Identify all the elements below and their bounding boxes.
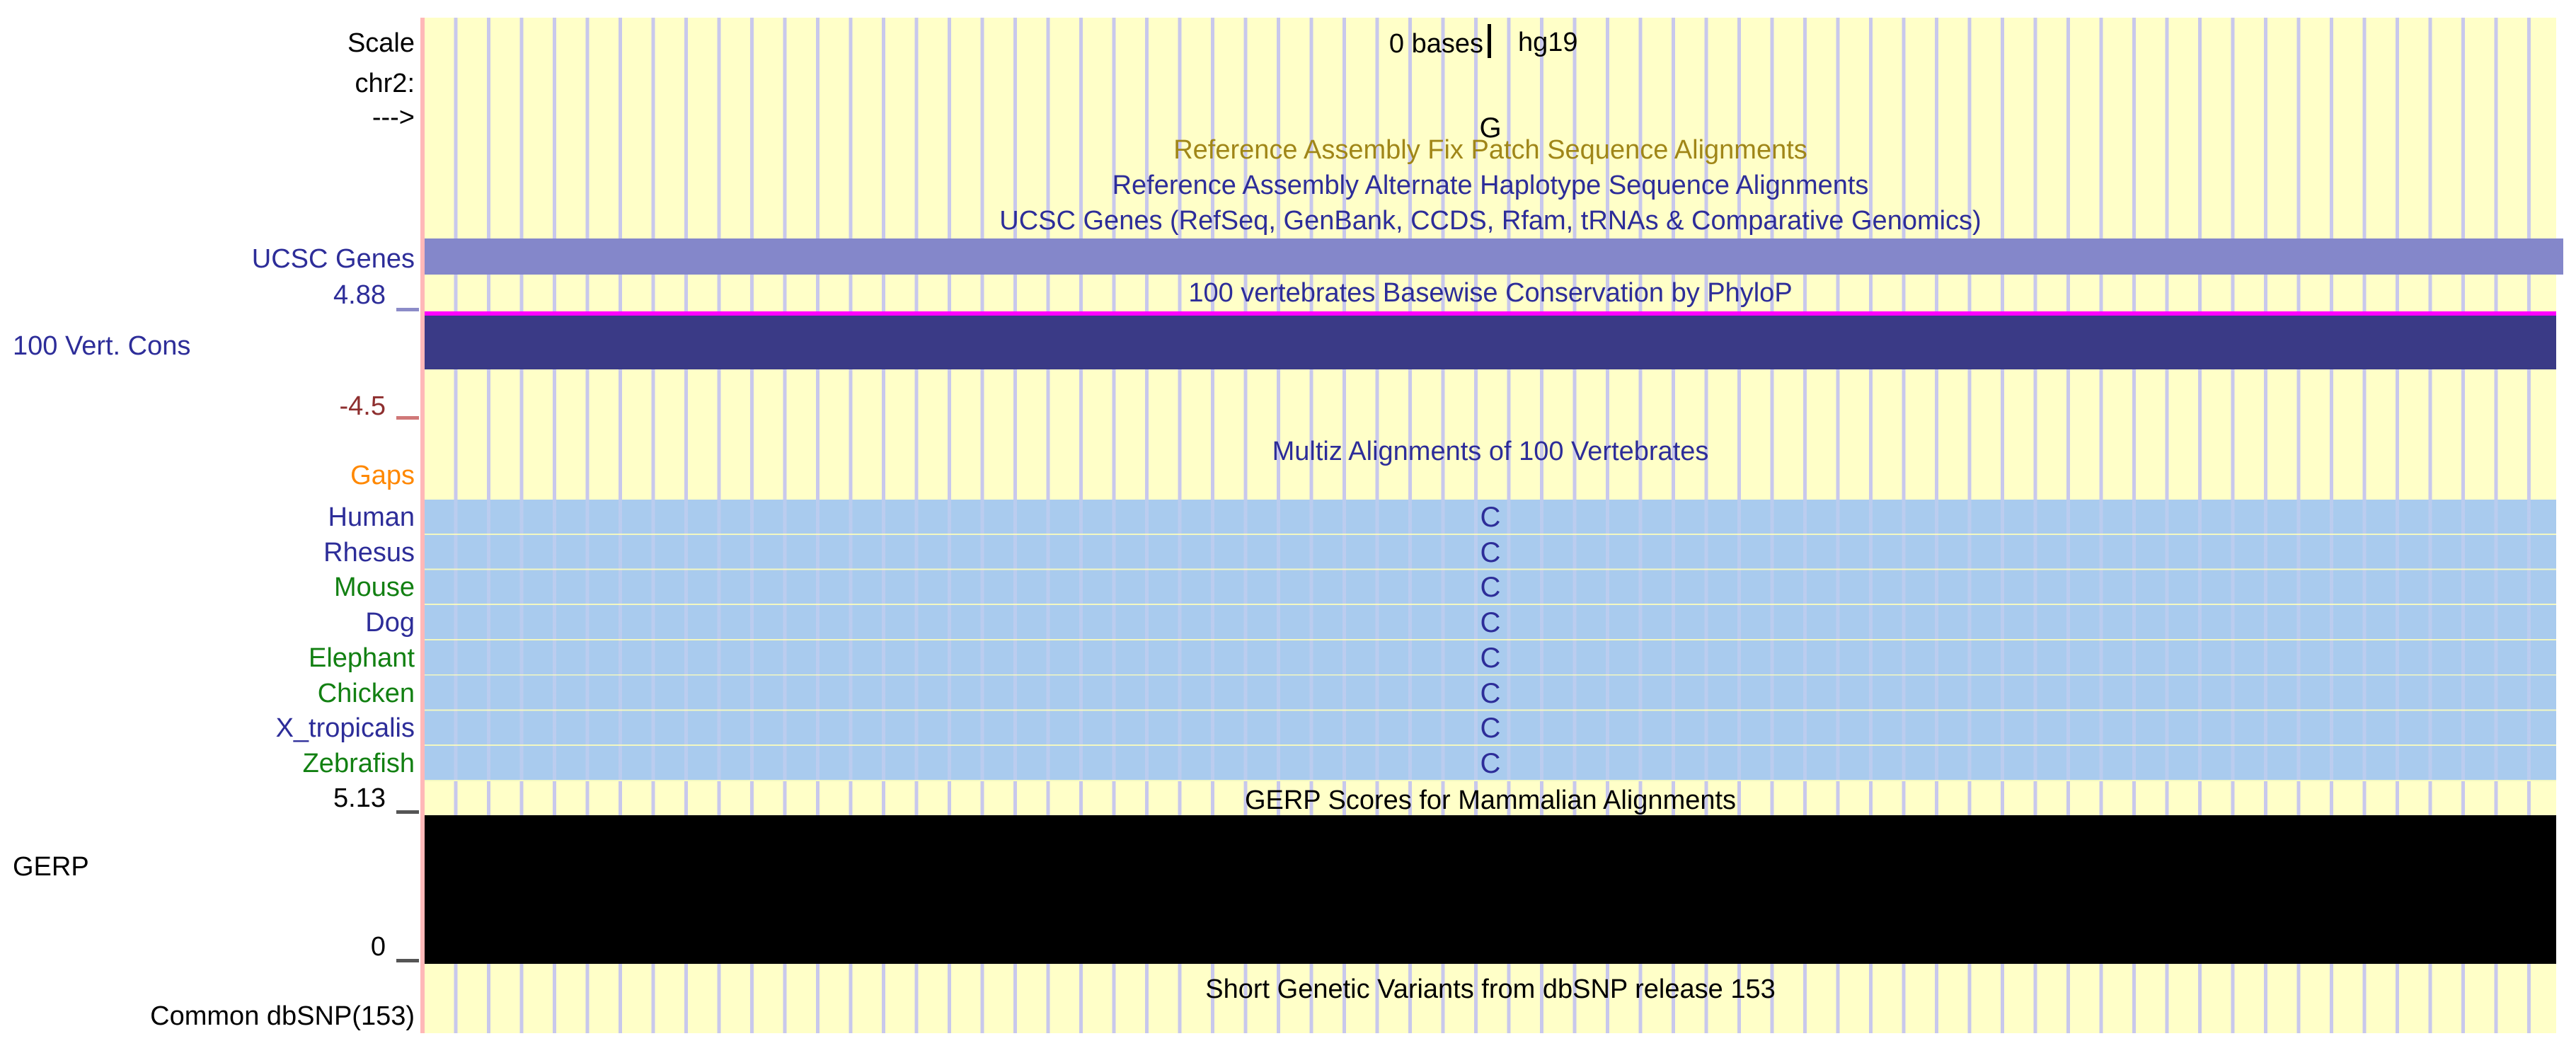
title-fix-patch[interactable]: Reference Assembly Fix Patch Sequence Al… — [1173, 135, 1807, 165]
phylop-max-tick — [396, 308, 419, 311]
scale-value: 0 bases — [1388, 29, 1483, 59]
ucsc-genes-track-bar[interactable] — [425, 238, 2563, 275]
position-guideline — [420, 18, 425, 1033]
species-label-mouse: Mouse — [333, 572, 415, 602]
aligned-base-chicken: C — [1480, 678, 1501, 709]
phylop-track-label: 100 Vert. Cons — [13, 331, 191, 361]
aligned-base-rhesus: C — [1480, 537, 1501, 568]
phylop-min-value: -4.5 — [339, 391, 386, 421]
species-label-x-tropicalis: X_tropicalis — [275, 713, 415, 743]
title-multiz[interactable]: Multiz Alignments of 100 Vertebrates — [1272, 437, 1709, 466]
species-label-zebrafish: Zebrafish — [302, 749, 415, 778]
phylop-min-tick — [396, 416, 419, 420]
gerp-track-label: GERP — [13, 852, 89, 882]
aligned-base-elephant: C — [1480, 643, 1501, 674]
species-label-elephant: Elephant — [308, 643, 415, 673]
species-label-dog: Dog — [365, 608, 415, 638]
title-dbsnp[interactable]: Short Genetic Variants from dbSNP releas… — [1205, 974, 1776, 1004]
aligned-base-zebrafish: C — [1480, 748, 1501, 779]
gerp-max-tick — [396, 810, 419, 814]
phylop-max-value: 4.88 — [333, 280, 386, 310]
gaps-label: Gaps — [350, 461, 415, 490]
phylop-wiggle-bar[interactable] — [425, 316, 2556, 369]
scale-bar-tick — [1488, 24, 1491, 58]
multiz-alignment-block[interactable] — [425, 500, 2556, 781]
title-ucsc-genes[interactable]: UCSC Genes (RefSeq, GenBank, CCDS, Rfam,… — [999, 206, 1982, 236]
position-label: chr2: — [355, 69, 415, 98]
title-gerp[interactable]: GERP Scores for Mammalian Alignments — [1244, 786, 1737, 815]
ucsc-genes-label: UCSC Genes — [251, 244, 415, 274]
strand-arrow: ---> — [372, 103, 415, 132]
gerp-min-tick — [396, 959, 419, 962]
gerp-max-value: 5.13 — [333, 783, 386, 813]
phylop-top-limit-line — [425, 311, 2556, 316]
reference-base: G — [1479, 113, 1502, 144]
assembly-label: hg19 — [1518, 28, 1578, 57]
species-label-rhesus: Rhesus — [323, 538, 415, 568]
aligned-base-human: C — [1480, 502, 1501, 533]
gerp-min-value: 0 — [370, 932, 386, 962]
species-label-human: Human — [328, 502, 415, 532]
title-alt-haplotype[interactable]: Reference Assembly Alternate Haplotype S… — [1112, 171, 1869, 200]
species-label-chicken: Chicken — [317, 679, 415, 708]
aligned-base-mouse: C — [1480, 572, 1501, 603]
aligned-base-x-tropicalis: C — [1480, 713, 1501, 744]
title-phylop[interactable]: 100 vertebrates Basewise Conservation by… — [1188, 278, 1793, 308]
scale-label: Scale — [347, 28, 415, 58]
aligned-base-dog: C — [1480, 607, 1501, 638]
dbsnp-track-label: Common dbSNP(153) — [150, 1001, 415, 1031]
gerp-wiggle-bar[interactable] — [425, 815, 2556, 964]
